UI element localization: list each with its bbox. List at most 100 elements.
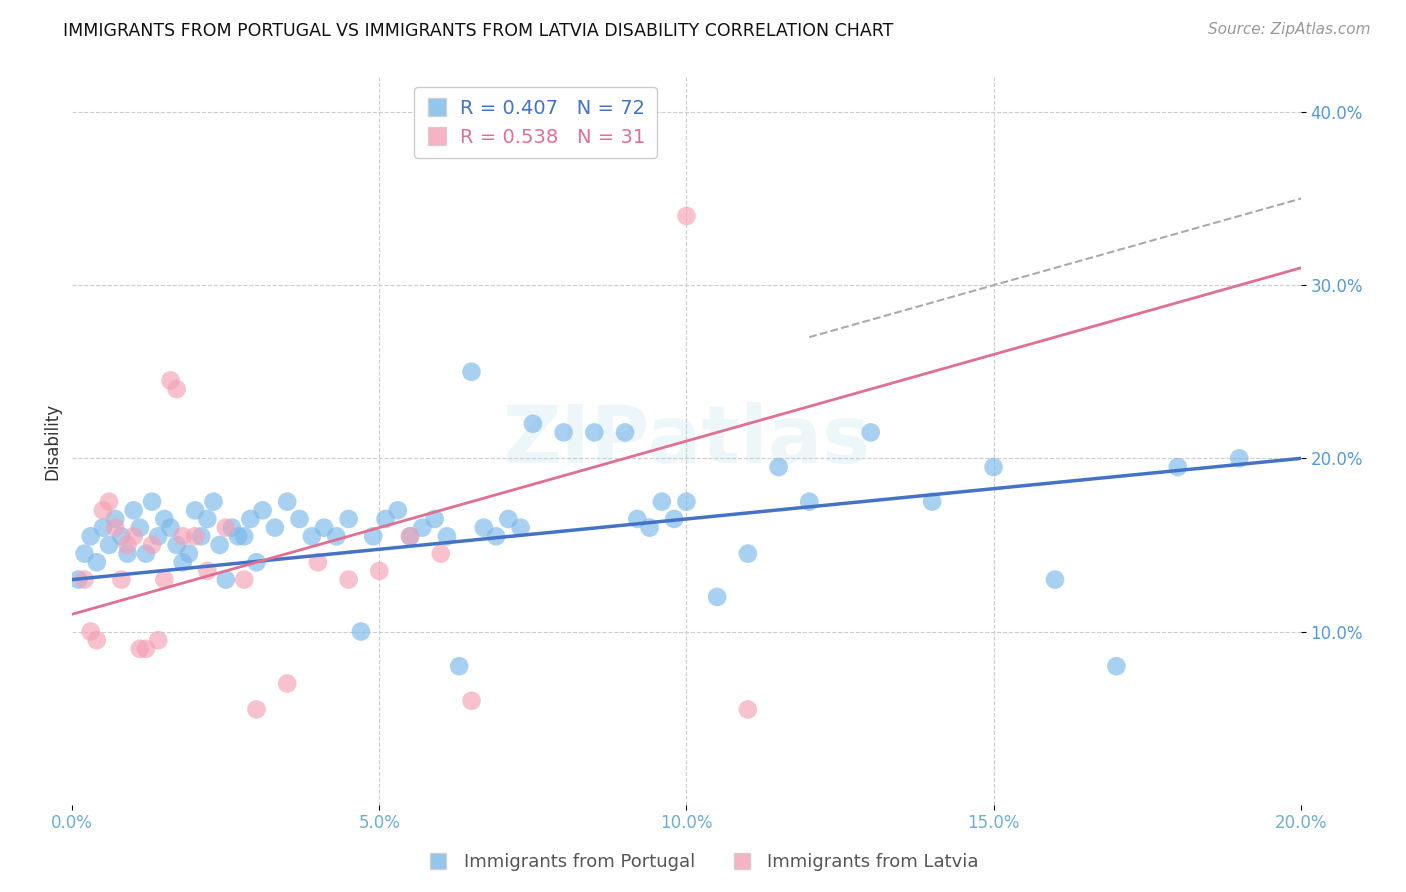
Point bbox=[86, 555, 108, 569]
Point bbox=[429, 547, 451, 561]
Point bbox=[368, 564, 391, 578]
Point bbox=[202, 494, 225, 508]
Point bbox=[245, 702, 267, 716]
Point bbox=[104, 521, 127, 535]
Point bbox=[799, 494, 821, 508]
Point bbox=[350, 624, 373, 639]
Point bbox=[195, 512, 218, 526]
Point bbox=[662, 512, 685, 526]
Point bbox=[117, 538, 139, 552]
Point bbox=[460, 365, 482, 379]
Point bbox=[337, 512, 360, 526]
Point bbox=[208, 538, 231, 552]
Point bbox=[387, 503, 409, 517]
Point bbox=[737, 702, 759, 716]
Text: ZIPatlas: ZIPatlas bbox=[502, 402, 870, 480]
Point bbox=[104, 512, 127, 526]
Point bbox=[509, 521, 531, 535]
Legend: R = 0.407   N = 72, R = 0.538   N = 31: R = 0.407 N = 72, R = 0.538 N = 31 bbox=[413, 87, 657, 158]
Point bbox=[614, 425, 637, 440]
Point bbox=[859, 425, 882, 440]
Point bbox=[233, 573, 256, 587]
Point bbox=[583, 425, 606, 440]
Point bbox=[1043, 573, 1066, 587]
Point bbox=[135, 641, 157, 656]
Point bbox=[226, 529, 249, 543]
Point bbox=[411, 521, 433, 535]
Point bbox=[172, 555, 194, 569]
Point bbox=[983, 460, 1005, 475]
Point bbox=[91, 503, 114, 517]
Point bbox=[141, 538, 163, 552]
Y-axis label: Disability: Disability bbox=[44, 402, 60, 480]
Point bbox=[522, 417, 544, 431]
Point bbox=[67, 573, 90, 587]
Point bbox=[423, 512, 446, 526]
Point bbox=[436, 529, 458, 543]
Point bbox=[675, 209, 697, 223]
Point bbox=[110, 529, 132, 543]
Point bbox=[312, 521, 335, 535]
Point bbox=[485, 529, 508, 543]
Point bbox=[233, 529, 256, 543]
Point bbox=[638, 521, 661, 535]
Point bbox=[768, 460, 790, 475]
Point bbox=[128, 641, 150, 656]
Point bbox=[288, 512, 311, 526]
Text: IMMIGRANTS FROM PORTUGAL VS IMMIGRANTS FROM LATVIA DISABILITY CORRELATION CHART: IMMIGRANTS FROM PORTUGAL VS IMMIGRANTS F… bbox=[63, 22, 894, 40]
Point bbox=[159, 521, 181, 535]
Point bbox=[79, 624, 101, 639]
Point bbox=[166, 382, 188, 396]
Point bbox=[73, 573, 96, 587]
Point bbox=[135, 547, 157, 561]
Point bbox=[122, 529, 145, 543]
Point bbox=[399, 529, 422, 543]
Point bbox=[110, 573, 132, 587]
Point bbox=[307, 555, 329, 569]
Point bbox=[449, 659, 471, 673]
Point bbox=[706, 590, 728, 604]
Point bbox=[1227, 451, 1250, 466]
Point bbox=[221, 521, 243, 535]
Point bbox=[325, 529, 347, 543]
Point bbox=[626, 512, 648, 526]
Point bbox=[177, 547, 200, 561]
Point bbox=[153, 512, 176, 526]
Point bbox=[215, 521, 238, 535]
Point bbox=[148, 529, 170, 543]
Point bbox=[73, 547, 96, 561]
Point bbox=[122, 503, 145, 517]
Point bbox=[675, 494, 697, 508]
Point bbox=[141, 494, 163, 508]
Point bbox=[195, 564, 218, 578]
Text: Source: ZipAtlas.com: Source: ZipAtlas.com bbox=[1208, 22, 1371, 37]
Point bbox=[159, 374, 181, 388]
Point bbox=[252, 503, 274, 517]
Point bbox=[337, 573, 360, 587]
Point bbox=[153, 573, 176, 587]
Point bbox=[651, 494, 673, 508]
Point bbox=[184, 503, 207, 517]
Point bbox=[184, 529, 207, 543]
Point bbox=[264, 521, 287, 535]
Point bbox=[148, 633, 170, 648]
Point bbox=[361, 529, 384, 543]
Point bbox=[374, 512, 396, 526]
Point bbox=[301, 529, 323, 543]
Point bbox=[1167, 460, 1189, 475]
Point bbox=[79, 529, 101, 543]
Point bbox=[276, 494, 298, 508]
Point bbox=[86, 633, 108, 648]
Point bbox=[98, 494, 121, 508]
Point bbox=[172, 529, 194, 543]
Point bbox=[166, 538, 188, 552]
Point bbox=[553, 425, 575, 440]
Point bbox=[190, 529, 212, 543]
Legend: Immigrants from Portugal, Immigrants from Latvia: Immigrants from Portugal, Immigrants fro… bbox=[420, 847, 986, 879]
Point bbox=[98, 538, 121, 552]
Point bbox=[472, 521, 495, 535]
Point bbox=[239, 512, 262, 526]
Point bbox=[117, 547, 139, 561]
Point bbox=[128, 521, 150, 535]
Point bbox=[399, 529, 422, 543]
